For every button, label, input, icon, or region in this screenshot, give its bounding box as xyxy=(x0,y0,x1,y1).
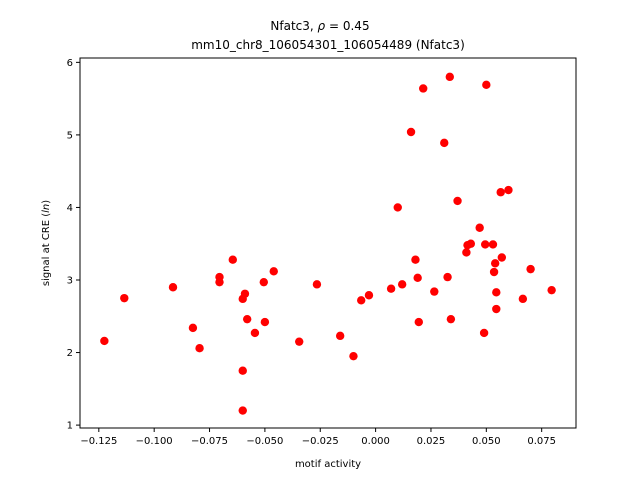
data-point-28 xyxy=(413,273,422,283)
data-point-19 xyxy=(335,331,345,341)
data-point-51 xyxy=(504,185,513,195)
data-point-34 xyxy=(445,72,454,82)
data-point-0 xyxy=(100,336,109,346)
data-point-9 xyxy=(240,289,250,298)
data-point-47 xyxy=(492,288,501,297)
x-tick-label: 0.000 xyxy=(361,436,390,447)
x-tick-label: 0.075 xyxy=(527,436,556,447)
y-tick-label: 3 xyxy=(67,276,73,287)
data-point-13 xyxy=(250,328,260,338)
x-tick-label: −0.050 xyxy=(246,436,283,447)
data-point-27 xyxy=(411,255,420,264)
y-axis-ticks: 1 2 3 4 5 6 xyxy=(67,58,80,432)
data-point-52 xyxy=(518,294,528,304)
data-point-17 xyxy=(295,337,304,346)
data-point-49 xyxy=(496,188,505,197)
x-tick-label: 0.025 xyxy=(417,436,446,447)
data-point-18 xyxy=(312,280,322,289)
data-point-54 xyxy=(547,285,556,295)
data-point-20 xyxy=(349,351,358,361)
data-point-44 xyxy=(488,240,498,249)
data-point-25 xyxy=(397,280,407,289)
data-point-21 xyxy=(357,296,366,305)
chart-title-line1: Nfatc3, ρ = 0.45 xyxy=(270,19,369,33)
y-tick-label: 4 xyxy=(67,203,73,214)
y-tick-label: 6 xyxy=(67,58,73,69)
data-point-42 xyxy=(482,80,491,90)
y-tick-label: 5 xyxy=(67,130,73,141)
data-point-23 xyxy=(386,284,396,293)
data-point-15 xyxy=(260,317,270,327)
data-point-46 xyxy=(490,259,500,268)
data-point-36 xyxy=(453,196,462,206)
data-point-2 xyxy=(168,283,178,292)
data-points xyxy=(100,72,556,415)
data-point-30 xyxy=(419,84,428,93)
data-point-4 xyxy=(195,344,204,353)
data-point-39 xyxy=(466,239,476,248)
data-point-22 xyxy=(364,291,374,300)
y-tick-label: 1 xyxy=(67,421,73,432)
data-point-12 xyxy=(238,406,247,415)
data-point-31 xyxy=(430,287,439,296)
data-point-10 xyxy=(242,314,252,324)
data-point-43 xyxy=(481,240,490,249)
data-point-32 xyxy=(440,138,449,148)
x-tick-label: −0.125 xyxy=(80,436,117,447)
data-point-16 xyxy=(269,267,278,276)
plot-area-frame xyxy=(79,57,577,429)
data-point-1 xyxy=(120,293,129,303)
x-tick-label: −0.100 xyxy=(136,436,173,447)
data-point-6 xyxy=(215,277,224,287)
data-point-45 xyxy=(489,267,499,277)
y-axis-label: signal at CRE (ln) xyxy=(41,200,52,286)
data-point-48 xyxy=(492,304,501,314)
data-point-41 xyxy=(479,328,489,338)
data-point-29 xyxy=(414,317,423,327)
data-point-26 xyxy=(406,127,416,137)
data-point-40 xyxy=(475,223,484,232)
data-point-33 xyxy=(443,272,452,282)
x-tick-label: 0.050 xyxy=(472,436,501,447)
x-tick-label: −0.075 xyxy=(191,436,228,447)
data-point-53 xyxy=(526,264,535,274)
data-point-37 xyxy=(462,248,471,257)
x-tick-label: −0.025 xyxy=(302,436,339,447)
data-point-14 xyxy=(259,277,268,287)
x-axis-ticks: −0.125 −0.100 −0.075 −0.050 −0.025 0.000 0.025… xyxy=(80,428,556,447)
data-point-35 xyxy=(446,314,456,324)
data-point-50 xyxy=(497,253,507,262)
data-point-7 xyxy=(228,255,237,264)
data-point-3 xyxy=(188,323,198,333)
x-axis-label: motif activity xyxy=(295,459,361,470)
data-point-24 xyxy=(393,203,402,212)
data-point-11 xyxy=(238,366,247,375)
chart-title-line2: mm10_chr8_106054301_106054489 (Nfatc3) xyxy=(191,38,465,52)
y-tick-label: 2 xyxy=(67,348,73,359)
